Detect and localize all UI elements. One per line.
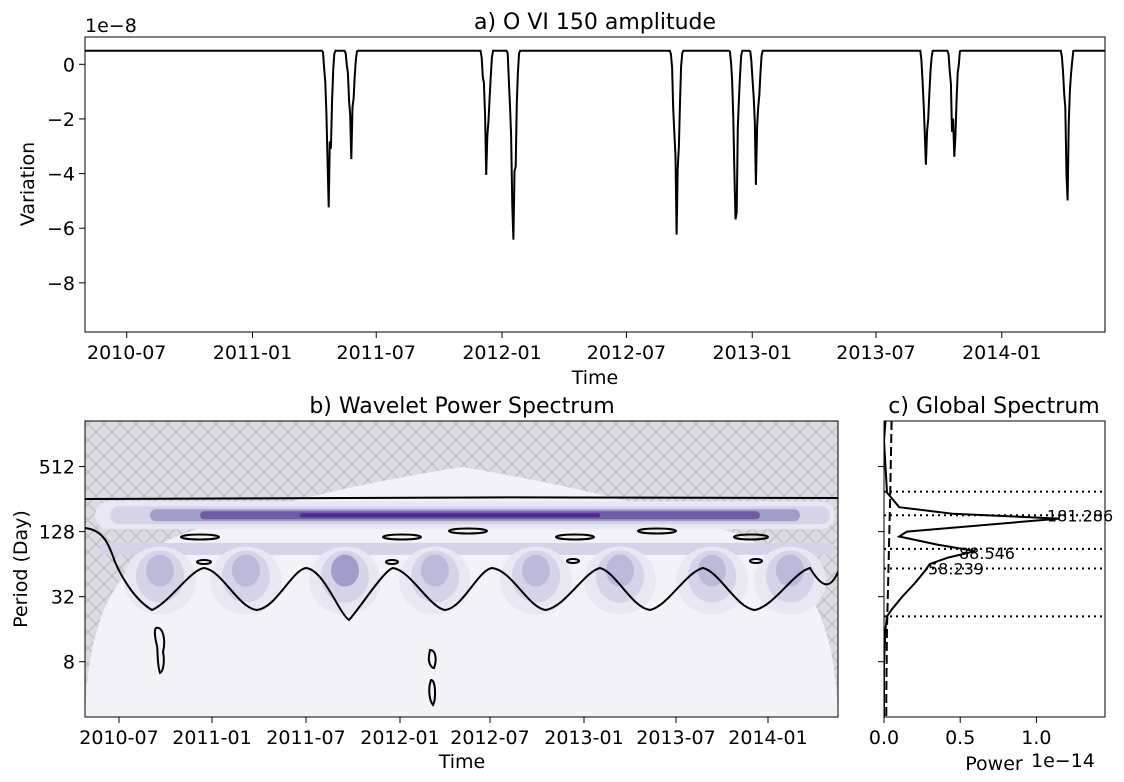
panel-a-y-ticks: 0 −2 −4 −6 −8 xyxy=(47,54,85,295)
x-tick-label: 2012-07 xyxy=(450,727,529,749)
panel-a-title: a) O VI 150 amplitude xyxy=(474,10,716,35)
amplitude-series-line xyxy=(85,51,1105,240)
band-annual-core xyxy=(300,513,600,517)
panel-c-offset-text: 1e−14 xyxy=(1031,750,1095,772)
panel-a-offset-text: 1e−8 xyxy=(85,15,137,37)
power-blob-core xyxy=(146,555,174,587)
y-tick-label: −4 xyxy=(47,164,75,186)
panel-a-x-label: Time xyxy=(571,367,619,389)
panel-a-x-ticks: 2010-07 2011-01 2011-07 2012-01 2012-07 2013-… xyxy=(87,332,1041,364)
panel-c-y-ticks xyxy=(878,467,884,662)
panel-b-title: b) Wavelet Power Spectrum xyxy=(309,394,614,419)
x-tick-label: 2012-01 xyxy=(360,727,439,749)
x-tick-label: 0.5 xyxy=(945,727,975,749)
power-blob-core xyxy=(331,555,359,587)
panel-b: b) Wavelet Power Spectrum xyxy=(10,394,838,773)
x-tick-label: 2014-01 xyxy=(728,727,807,749)
panel-a: a) O VI 150 amplitude 1e−8 0 −2 −4 −6 −8 201… xyxy=(17,10,1105,389)
power-blob-core xyxy=(606,555,634,587)
power-blob-core xyxy=(232,555,260,587)
y-tick-label: 128 xyxy=(39,522,75,544)
x-tick-label: 0.0 xyxy=(869,727,899,749)
x-tick-label: 2011-01 xyxy=(213,342,292,364)
panel-a-y-label: Variation xyxy=(17,142,39,226)
x-tick-label: 2013-07 xyxy=(836,342,915,364)
y-tick-label: −8 xyxy=(47,273,75,295)
power-blob-core xyxy=(421,555,449,587)
panel-c-x-ticks: 0.0 0.5 1.0 xyxy=(869,717,1052,749)
panel-b-x-ticks: 2010-07 2011-01 2011-07 2012-01 2012-07 2013-… xyxy=(79,717,807,749)
panel-c-x-label: Power xyxy=(965,753,1023,775)
x-tick-label: 2013-07 xyxy=(636,727,715,749)
x-tick-label: 2012-07 xyxy=(587,342,666,364)
x-tick-label: 2011-07 xyxy=(266,727,345,749)
panel-b-y-ticks: 8 32 128 512 xyxy=(39,457,85,674)
power-blob-core xyxy=(522,555,550,587)
y-tick-label: 512 xyxy=(39,457,75,479)
x-tick-label: 2011-07 xyxy=(337,342,416,364)
panel-b-y-label: Period (Day) xyxy=(10,510,32,628)
x-tick-label: 2013-01 xyxy=(544,727,623,749)
x-tick-label: 2011-01 xyxy=(172,727,251,749)
x-tick-label: 2012-01 xyxy=(462,342,541,364)
panel-c-title: c) Global Spectrum xyxy=(888,394,1099,419)
panel-a-frame xyxy=(85,37,1105,332)
x-tick-label: 1.0 xyxy=(1021,727,1051,749)
panel-b-x-label: Time xyxy=(438,751,486,773)
peak-label: 58.239 xyxy=(928,560,984,579)
x-tick-label: 2010-07 xyxy=(79,727,158,749)
x-tick-label: 2010-07 xyxy=(87,342,166,364)
peak-label: 181.286 xyxy=(1047,506,1113,525)
y-tick-label: −2 xyxy=(47,109,75,131)
x-tick-label: 2013-01 xyxy=(713,342,792,364)
y-tick-label: 8 xyxy=(63,652,75,674)
y-tick-label: 0 xyxy=(63,54,75,76)
x-tick-label: 2014-01 xyxy=(962,342,1041,364)
y-tick-label: 32 xyxy=(51,587,75,609)
y-tick-label: −6 xyxy=(47,218,75,240)
